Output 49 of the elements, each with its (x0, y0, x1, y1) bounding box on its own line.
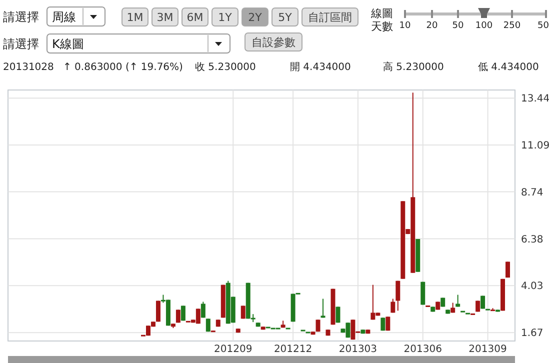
text: 1Y (218, 11, 232, 24)
text: 250 (503, 21, 521, 31)
text: 20 (426, 21, 438, 31)
candlestick (380, 317, 386, 332)
text: 線圖 (370, 7, 393, 20)
text: 50 (452, 21, 464, 31)
candlestick (320, 298, 326, 318)
x-tick-label: 201209 (214, 344, 252, 355)
text: ↑ 0.863000 (↑ 19.76%) (63, 62, 184, 73)
candlestick (336, 306, 340, 324)
y-tick-label: 6.38 (521, 234, 544, 246)
text: 20131028 (3, 62, 54, 73)
text: 3M (156, 11, 174, 24)
text: 高 5.230000 (383, 61, 444, 73)
candlestick (390, 298, 396, 314)
text: 50 (538, 21, 549, 31)
text: 收 5.230000 (195, 62, 256, 73)
x-tick-label: 201212 (274, 344, 312, 355)
text: 10 (399, 21, 411, 31)
y-tick-label: 4.03 (521, 281, 544, 292)
candlestick (506, 261, 510, 278)
x-tick-label: 201306 (404, 344, 442, 355)
candlestick (200, 301, 206, 318)
text: 自訂區間 (308, 11, 352, 24)
text: 周線 (52, 10, 76, 24)
candlestick (386, 316, 390, 332)
text: 請選擇 (3, 37, 39, 51)
text: 5Y (278, 11, 292, 24)
text: 低 4.434000 (478, 62, 539, 73)
text: 2Y (248, 11, 262, 24)
text: 6M (186, 11, 204, 24)
text: 請選擇 (3, 10, 39, 24)
candlestick (206, 318, 210, 332)
x-tick-label: 201303 (338, 344, 378, 355)
candlestick (396, 280, 400, 312)
candlestick (180, 305, 186, 322)
y-tick-label: 13.44 (521, 94, 549, 105)
text: 100 (475, 21, 493, 31)
candlestick (240, 305, 246, 320)
text: 1M (126, 11, 144, 24)
text: 天數 (371, 20, 393, 33)
y-tick-label: 11.09 (521, 140, 549, 152)
x-tick-label: 201309 (468, 344, 507, 355)
text: 自設參數 (252, 36, 296, 49)
candlestick (176, 309, 180, 324)
text: 開 4.434000 (290, 62, 351, 73)
y-tick-label: 8.74 (521, 187, 544, 198)
y-tick-label: 1.67 (521, 328, 544, 340)
text: K線圖 (52, 37, 84, 51)
